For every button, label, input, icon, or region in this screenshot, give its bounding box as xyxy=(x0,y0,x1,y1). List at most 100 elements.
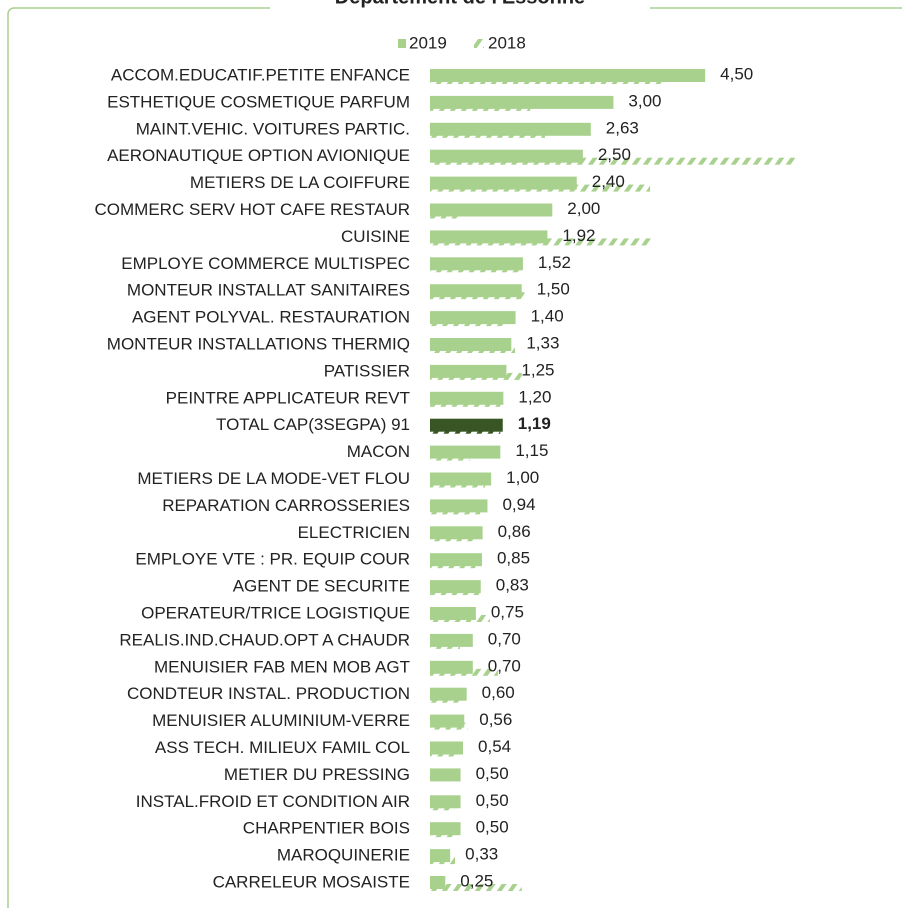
category-label: PATISSIER xyxy=(324,361,410,380)
data-label: 0,33 xyxy=(465,845,498,864)
data-label: 1,50 xyxy=(537,280,570,299)
bar-hatched xyxy=(430,399,501,407)
data-label: 0,70 xyxy=(488,629,521,648)
data-label: 2,50 xyxy=(598,145,631,164)
category-label: OPERATEUR/TRICE LOGISTIQUE xyxy=(141,603,410,622)
category-label: MACON xyxy=(347,442,410,461)
category-label: MONTEUR INSTALLAT SANITAIRES xyxy=(127,281,410,300)
data-label: 0,85 xyxy=(497,549,530,568)
bar-hatched xyxy=(430,857,456,865)
bar-hatched xyxy=(430,588,481,596)
data-label: 1,25 xyxy=(521,360,554,379)
category-label: EMPLOYE COMMERCE MULTISPEC xyxy=(121,254,410,273)
bar-hatched xyxy=(430,668,498,676)
title-bg xyxy=(270,0,650,16)
legend-label: 2019 xyxy=(409,33,447,52)
category-label: MENUISIER ALUMINIUM-VERRE xyxy=(152,711,410,730)
bar-hatched xyxy=(430,884,522,891)
bar-hatched xyxy=(430,534,479,542)
category-label: CUISINE xyxy=(341,227,410,246)
category-label: METIERS DE LA MODE-VET FLOU xyxy=(137,469,410,488)
data-label: 1,33 xyxy=(526,333,559,352)
category-label: EMPLOYE VTE : PR. EQUIP COUR xyxy=(135,550,410,569)
bar-hatched xyxy=(430,480,486,488)
legend-swatch xyxy=(474,39,484,48)
category-label: CONDTEUR INSTAL. PRODUCTION xyxy=(127,684,410,703)
data-label: 0,54 xyxy=(478,737,511,756)
category-label: ASS TECH. MILIEUX FAMIL COL xyxy=(155,738,410,757)
data-label: 0,56 xyxy=(479,710,512,729)
category-label: MAROQUINERIE xyxy=(277,846,410,865)
category-label: METIER DU PRESSING xyxy=(224,765,410,784)
category-label: REALIS.IND.CHAUD.OPT A CHAUDR xyxy=(119,630,410,649)
category-label: MAINT.VEHIC. VOITURES PARTIC. xyxy=(136,119,410,138)
category-label: INSTAL.FROID ET CONDITION AIR xyxy=(136,792,410,811)
data-label: 1,52 xyxy=(538,253,571,272)
category-label: PEINTRE APPLICATEUR REVT xyxy=(166,388,410,407)
bar-hatched xyxy=(430,695,460,703)
bar-hatched xyxy=(430,77,666,84)
bar-hatched xyxy=(430,615,490,622)
bar-hatched xyxy=(430,103,531,111)
data-label: 2,00 xyxy=(567,199,600,218)
data-label: 0,50 xyxy=(476,764,509,783)
data-label: 0,60 xyxy=(482,683,515,702)
legend-label: 2018 xyxy=(488,33,526,52)
bar-hatched xyxy=(430,130,545,138)
bar xyxy=(430,768,461,782)
bar-hatched xyxy=(430,453,470,461)
legend-swatch xyxy=(398,39,406,48)
category-label: ESTHETIQUE COSMETIQUE PARFUM xyxy=(107,92,410,111)
category-label: REPARATION CARROSSERIES xyxy=(162,496,410,515)
category-label: AERONAUTIQUE OPTION AVIONIQUE xyxy=(107,146,410,165)
bar-hatched xyxy=(430,426,501,434)
bar-hatched xyxy=(430,830,456,838)
category-label: MONTEUR INSTALLATIONS THERMIQ xyxy=(107,334,410,353)
bar-hatched xyxy=(430,157,796,165)
category-label: AGENT DE SECURITE xyxy=(233,577,410,596)
category-label: AGENT POLYVAL. RESTAURATION xyxy=(132,308,410,327)
category-label: ELECTRICIEN xyxy=(298,523,410,542)
data-label: 2,63 xyxy=(606,118,639,137)
bar-hatched xyxy=(430,319,506,327)
data-label: 0,25 xyxy=(460,871,493,890)
data-label: 2,40 xyxy=(592,172,625,191)
bar-hatched xyxy=(430,507,481,515)
category-label: CARRELEUR MOSAISTE xyxy=(213,872,410,891)
category-label: CHARPENTIER BOIS xyxy=(243,819,410,838)
category-label: COMMERC SERV HOT CAFE RESTAUR xyxy=(95,200,410,219)
data-label: 0,83 xyxy=(496,576,529,595)
data-label: 0,70 xyxy=(488,656,521,675)
data-label: 0,86 xyxy=(498,522,531,541)
data-label: 0,75 xyxy=(491,602,524,621)
data-label: 1,15 xyxy=(515,441,548,460)
bar-hatched xyxy=(430,749,456,757)
chart-title: Département de l'Essonne xyxy=(335,0,585,8)
category-label: METIERS DE LA COIFFURE xyxy=(190,173,410,192)
bar-hatched xyxy=(430,641,460,649)
data-label: 1,19 xyxy=(518,414,551,433)
data-label: 4,50 xyxy=(720,64,753,83)
data-label: 1,20 xyxy=(518,387,551,406)
data-label: 3,00 xyxy=(628,91,661,110)
bar-hatched xyxy=(430,211,460,219)
category-label: MENUISIER FAB MEN MOB AGT xyxy=(154,657,410,676)
category-label: ACCOM.EDUCATIF.PETITE ENFANCE xyxy=(111,65,410,84)
data-label: 1,40 xyxy=(531,307,564,326)
data-label: 0,50 xyxy=(476,818,509,837)
data-label: 0,50 xyxy=(476,791,509,810)
bar-hatched xyxy=(430,561,476,569)
bar-hatched xyxy=(430,292,525,300)
bar-hatched xyxy=(430,803,456,811)
bar xyxy=(430,203,553,217)
bar-hatched xyxy=(430,722,468,730)
bar-hatched xyxy=(430,346,515,353)
bar-hatched xyxy=(430,184,651,192)
data-label: 0,94 xyxy=(502,495,535,514)
category-label: TOTAL CAP(3SEGPA) 91 xyxy=(216,415,410,434)
data-label: 1,00 xyxy=(506,468,539,487)
bar-hatched xyxy=(430,372,522,380)
bar-hatched xyxy=(430,238,652,246)
data-label: 1,92 xyxy=(562,226,595,245)
